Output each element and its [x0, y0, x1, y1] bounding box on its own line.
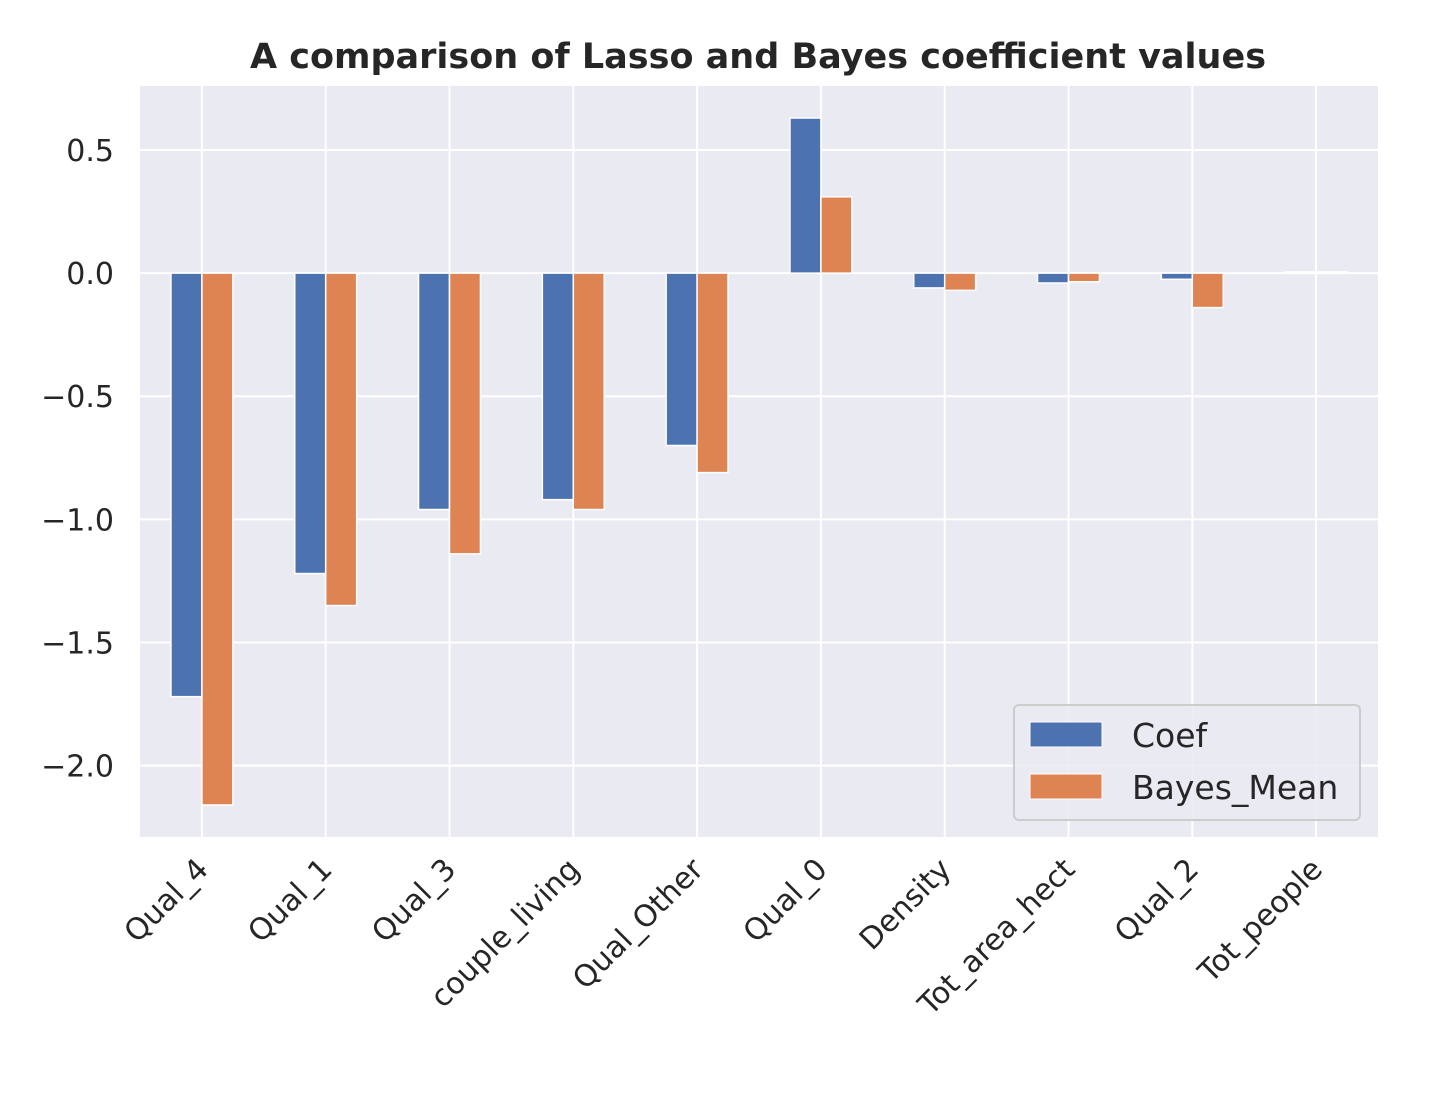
- x-tick-label: Qual_1: [241, 852, 339, 950]
- legend: Coef Bayes_Mean: [1013, 704, 1361, 821]
- bar-bayes-mean-qual-other: [696, 272, 729, 474]
- bar-bayes-mean-tot-area-hect: [1067, 272, 1101, 283]
- legend-label-bayes-mean: Bayes_Mean: [1132, 768, 1338, 807]
- x-tick-label: Qual_2: [1108, 852, 1206, 950]
- bar-bayes-mean-qual-1: [324, 272, 358, 607]
- legend-swatch-coef: [1029, 721, 1103, 748]
- y-tick-label: −1.5: [41, 626, 114, 661]
- bar-bayes-mean-qual-3: [448, 272, 482, 555]
- bar-coef-tot-area-hect: [1036, 272, 1070, 284]
- bar-coef-qual-4: [170, 272, 203, 698]
- x-tick-label: Qual_4: [118, 852, 216, 950]
- bar-coef-tot-people: [1284, 271, 1317, 274]
- y-axis: 0.5 0.0 −0.5 −1.0 −1.5 −2.0: [41, 134, 114, 785]
- chart-title: A comparison of Lasso and Bayes coeffici…: [250, 37, 1266, 77]
- x-tick-label: Qual_3: [365, 852, 463, 950]
- bar-bayes-mean-density: [943, 272, 977, 292]
- x-tick-label: Qual_0: [737, 852, 835, 950]
- legend-label-coef: Coef: [1132, 716, 1209, 755]
- y-tick-label: 0.5: [66, 134, 114, 169]
- y-tick-label: −1.0: [41, 503, 114, 538]
- bar-bayes-mean-qual-4: [201, 272, 234, 806]
- bars: [170, 117, 1348, 806]
- x-tick-label: Density: [853, 852, 958, 957]
- legend-swatch-bayes-mean: [1029, 773, 1103, 800]
- bar-coef-qual-3: [417, 272, 451, 511]
- bar-bayes-mean-qual-0: [820, 196, 853, 274]
- bar-coef-qual-other: [665, 272, 698, 447]
- x-tick-label: Qual_Other: [566, 851, 711, 996]
- bar-bayes-mean-couple-living: [572, 272, 605, 511]
- bar-coef-qual-0: [789, 117, 822, 274]
- y-tick-label: −2.0: [41, 750, 114, 785]
- x-axis: Qual_4 Qual_1 Qual_3couple_livingQual_Othe…: [118, 851, 1330, 1023]
- bar-bayes-mean-qual-2: [1191, 272, 1225, 309]
- bar-coef-couple-living: [541, 272, 575, 501]
- bar-bayes-mean-tot-people: [1315, 271, 1348, 274]
- y-tick-label: 0.0: [66, 257, 114, 292]
- y-tick-label: −0.5: [41, 380, 114, 415]
- bar-coef-qual-2: [1160, 272, 1194, 281]
- x-tick-label: Tot_people: [1191, 852, 1330, 991]
- bar-coef-density: [913, 272, 946, 289]
- bar-coef-qual-1: [294, 272, 327, 575]
